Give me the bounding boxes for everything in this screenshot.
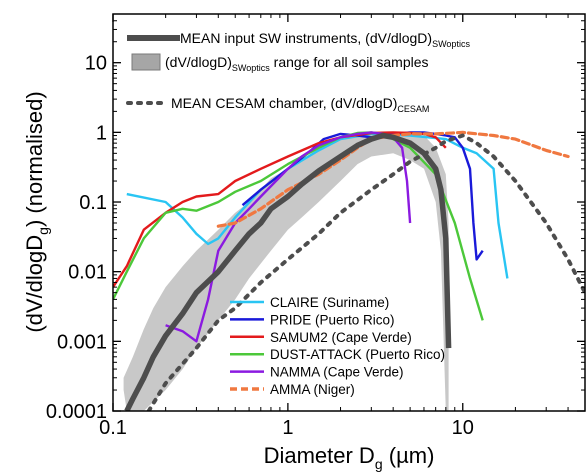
legend-top-label: MEAN CESAM chamber, (dV/dlogD)CESAM — [171, 95, 429, 114]
legend-label: SAMUM2 (Cape Verde) — [270, 330, 412, 345]
legend-label: CLAIRE (Suriname) — [270, 295, 389, 310]
x-axis-label: Diameter Dg (µm) — [264, 443, 435, 472]
y-tick-label: 0.1 — [79, 192, 107, 214]
legend-top-label: (dV/dlogD)SWoptics range for all soil sa… — [165, 54, 429, 73]
x-tick-label: 10 — [452, 417, 474, 439]
legend-top: MEAN input SW instruments, (dV/dlogD)SWo… — [126, 30, 470, 114]
series-line-mean-cesam-chamber — [146, 133, 585, 411]
series-layer — [113, 130, 585, 411]
legend-swatch-range — [131, 53, 161, 71]
legend-label: DUST-ATTACK (Puerto Rico) — [270, 347, 445, 362]
legend-bottom: CLAIRE (Suriname) PRIDE (Puerto Rico) SAMU… — [230, 295, 445, 397]
y-tick-label: 10 — [85, 53, 107, 75]
y-tick-label: 1 — [96, 122, 107, 144]
axes: 0.1 1 10 0.0001 0.001 0.01 0.1 1 10 — [46, 13, 586, 439]
y-axis-label: (dV/dlogDg) (normalised) — [22, 91, 51, 332]
x-tick-label: 1 — [282, 417, 293, 439]
y-tick-label: 0.001 — [57, 331, 107, 353]
y-tick-label: 0.0001 — [46, 401, 107, 423]
legend-top-label: MEAN input SW instruments, (dV/dlogD)SWo… — [180, 30, 470, 49]
legend-label: PRIDE (Puerto Rico) — [270, 312, 395, 327]
x-tick-label: 0.1 — [99, 417, 127, 439]
y-tick-label: 0.01 — [68, 262, 107, 284]
series-line-claire-suriname — [126, 132, 509, 279]
legend-label: NAMMA (Cape Verde) — [270, 365, 404, 380]
series-line-mean-input-sw-instruments — [124, 132, 452, 411]
legend-label: AMMA (Niger) — [270, 382, 355, 397]
